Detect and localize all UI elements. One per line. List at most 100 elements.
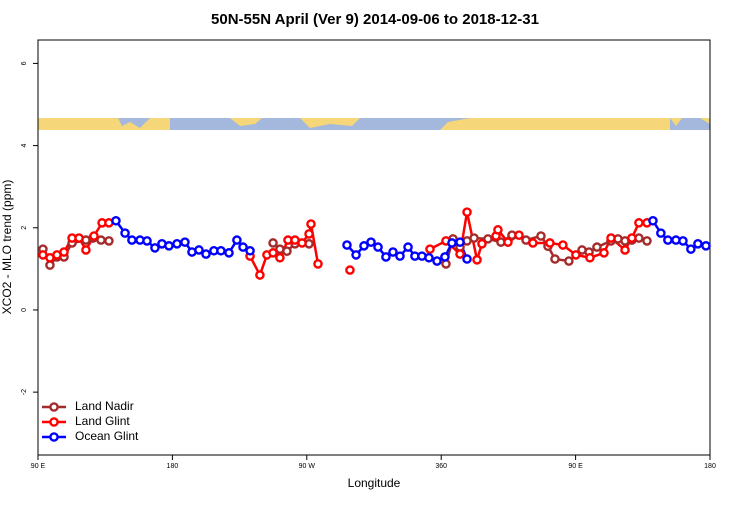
y-tick-label: 2: [21, 226, 28, 230]
data-point: [503, 237, 513, 247]
land-band: [230, 118, 262, 126]
data-point: [180, 237, 190, 247]
data-point: [642, 236, 652, 246]
data-point: [455, 249, 465, 259]
data-point: [395, 251, 405, 261]
data-point: [127, 235, 137, 245]
data-point: [164, 241, 174, 251]
data-point: [455, 237, 465, 247]
data-point: [216, 245, 226, 256]
x-axis-label: Longitude: [348, 476, 401, 490]
x-tick-label: 90 W: [299, 463, 316, 470]
data-point: [424, 252, 434, 263]
data-point: [238, 242, 248, 252]
data-point: [345, 265, 355, 275]
map-strip: [38, 118, 710, 130]
data-point: [201, 249, 211, 259]
data-point: [81, 245, 91, 255]
land-band: [38, 118, 170, 130]
data-point: [606, 233, 616, 243]
data-point: [599, 248, 609, 258]
data-point: [663, 235, 673, 245]
legend-marker: [49, 402, 59, 412]
data-point: [550, 254, 560, 264]
data-point: [194, 245, 204, 255]
data-point: [545, 238, 555, 248]
data-point: [403, 242, 413, 252]
legend-marker: [49, 417, 59, 427]
data-point: [150, 243, 160, 253]
data-point: [678, 236, 688, 246]
data-point: [245, 245, 255, 256]
data-point: [373, 242, 383, 252]
data-point: [45, 260, 55, 270]
data-point: [172, 239, 182, 249]
data-point: [656, 228, 666, 238]
data-point: [142, 236, 152, 246]
data-point: [447, 238, 457, 248]
land-band: [440, 118, 710, 130]
data-point: [342, 240, 352, 250]
data-point: [232, 235, 242, 245]
x-tick-label: 360: [435, 463, 447, 470]
y-tick-label: 0: [21, 308, 28, 312]
data-point: [313, 259, 323, 269]
y-tick-label: -2: [21, 389, 28, 395]
y-tick-label: 6: [21, 61, 28, 65]
data-point: [359, 241, 369, 251]
data-point: [536, 231, 546, 241]
data-point: [469, 233, 479, 243]
data-point: [74, 233, 84, 243]
data-point: [462, 207, 472, 217]
x-tick-label: 180: [167, 463, 179, 470]
data-point: [59, 247, 69, 257]
data-point: [255, 270, 265, 280]
data-point: [627, 233, 637, 243]
y-axis-label: XCO2 - MLO trend (ppm): [0, 180, 14, 315]
y-tick-label: 4: [21, 144, 28, 148]
data-point: [111, 215, 121, 226]
data-point: [89, 231, 99, 241]
data-point: [648, 215, 658, 226]
data-point: [268, 238, 278, 248]
data-point: [483, 234, 493, 244]
data-point: [440, 252, 450, 262]
legend-label: Land Nadir: [75, 399, 134, 413]
data-point: [592, 242, 602, 252]
data-point: [366, 237, 376, 247]
legend-label: Land Glint: [75, 414, 130, 428]
data-point: [120, 228, 130, 238]
data-point: [620, 245, 630, 255]
data-point: [634, 218, 644, 228]
legend-label: Ocean Glint: [75, 429, 139, 443]
data-point: [686, 244, 696, 254]
data-point: [381, 252, 391, 262]
x-tick-label: 180: [704, 463, 716, 470]
data-point: [528, 238, 538, 248]
data-point: [224, 248, 234, 258]
data-point: [388, 247, 398, 257]
data-point: [304, 229, 314, 239]
data-point: [564, 256, 574, 266]
data-point: [585, 252, 595, 263]
data-point: [558, 240, 568, 250]
data-point: [282, 246, 292, 256]
data-point: [477, 239, 487, 249]
data-point: [693, 239, 703, 249]
x-tick-label: 90 E: [568, 463, 583, 470]
data-point: [472, 255, 482, 265]
data-point: [297, 238, 307, 248]
data-point: [425, 244, 435, 254]
chart-title: 50N-55N April (Ver 9) 2014-09-06 to 2018…: [211, 11, 539, 28]
x-tick-label: 90 E: [31, 463, 46, 470]
data-point: [701, 241, 711, 251]
data-point: [351, 250, 361, 260]
land-band: [300, 118, 360, 128]
data-point: [514, 230, 524, 240]
data-point: [275, 252, 285, 263]
data-point: [493, 225, 503, 235]
data-point: [268, 248, 278, 258]
data-point: [462, 254, 472, 264]
